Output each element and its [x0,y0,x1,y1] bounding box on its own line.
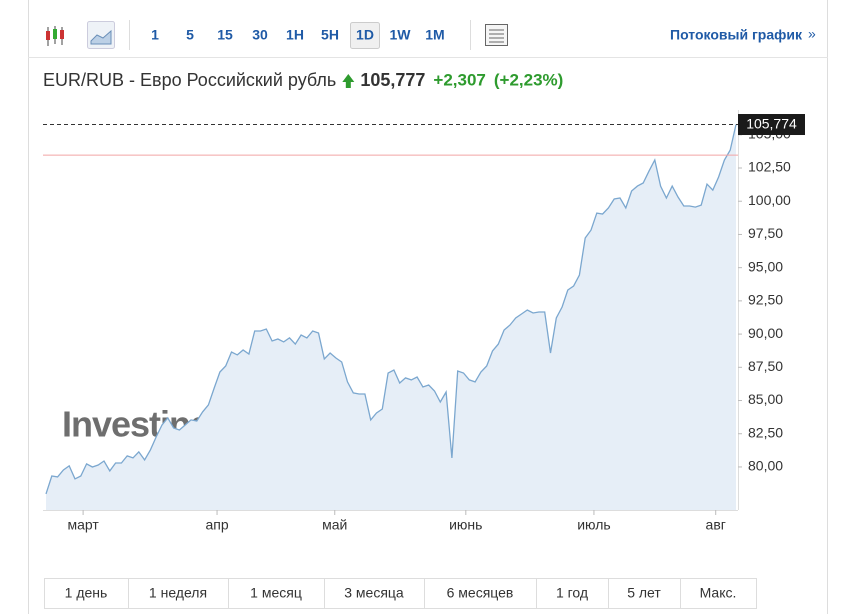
area-icon[interactable] [87,21,115,49]
table-icon[interactable] [485,24,508,46]
y-tick-label: 80,00 [748,458,783,474]
y-tick-label: 97,50 [748,225,783,241]
y-tick-label: 95,00 [748,258,783,274]
streaming-link[interactable]: Потоковый график [670,27,803,43]
range-group: 1 день 1 неделя 1 месяц 3 месяца 6 месяцев 1 … [44,578,757,609]
active-interval-box [350,22,380,49]
price: 105,777 [360,70,425,90]
price-line [45,124,737,495]
y-tick-label: 92,50 [748,292,783,308]
x-tick-label: июль [577,517,610,533]
range-label[interactable]: 1 неделя [149,585,207,601]
y-tick-label: 82,50 [748,424,783,440]
y-tick-label: 100,00 [748,192,791,208]
y-tick-label: 102,50 [748,159,791,175]
range-label[interactable]: 6 месяцев [447,585,514,601]
range-button[interactable] [536,578,609,609]
up-arrow [342,74,355,88]
streaming-arrow[interactable]: » [808,26,816,42]
last-price-label: 105,774 [746,116,797,132]
range-button[interactable] [424,578,537,609]
change: +2,307 [433,70,485,89]
range-button[interactable] [228,578,325,609]
range-button[interactable] [44,578,129,609]
range-label[interactable]: 1 год [556,585,588,601]
range-label[interactable]: 1 день [65,585,108,601]
range-button[interactable] [608,578,681,609]
range-label[interactable]: 3 месяца [344,585,404,601]
x-tick-label: апр [205,517,228,533]
interval-button[interactable]: 15 [217,27,233,43]
range-label[interactable]: Макс. [700,585,737,601]
instrument: EUR/RUB - Евро Российский рубль [43,70,336,90]
range-label[interactable]: 1 месяц [250,585,302,601]
interval-button[interactable]: 30 [252,27,268,43]
x-tick-label: июнь [449,517,482,533]
range-button[interactable] [680,578,757,609]
y-tick-label: 90,00 [748,325,783,341]
change-pct: (+2,23%) [494,70,563,89]
x-tick-label: авг [706,517,726,533]
interval-button[interactable]: 1M [425,27,444,43]
last-price-box [738,114,805,136]
candle-icon[interactable] [46,26,64,46]
x-tick-label: май [322,517,347,533]
interval-button[interactable]: 5H [321,27,339,43]
interval-button[interactable]: 1 [151,27,159,43]
interval-button[interactable]: 1W [390,27,412,43]
interval-button[interactable]: 5 [186,27,194,43]
y-tick-label: 87,50 [748,358,783,374]
x-tick-label: март [67,517,99,533]
y-tick-label: 85,00 [748,391,783,407]
area-fill [46,124,736,510]
plot: Investing.com80,0082,5085,0087,5090,0092… [43,110,805,533]
range-label[interactable]: 5 лет [627,585,661,601]
interval-button[interactable]: 1H [286,27,304,43]
interval-group: 1 5 15 30 1H 5H 1D 1W 1M [151,22,445,49]
interval-button[interactable]: 1D [356,27,374,43]
